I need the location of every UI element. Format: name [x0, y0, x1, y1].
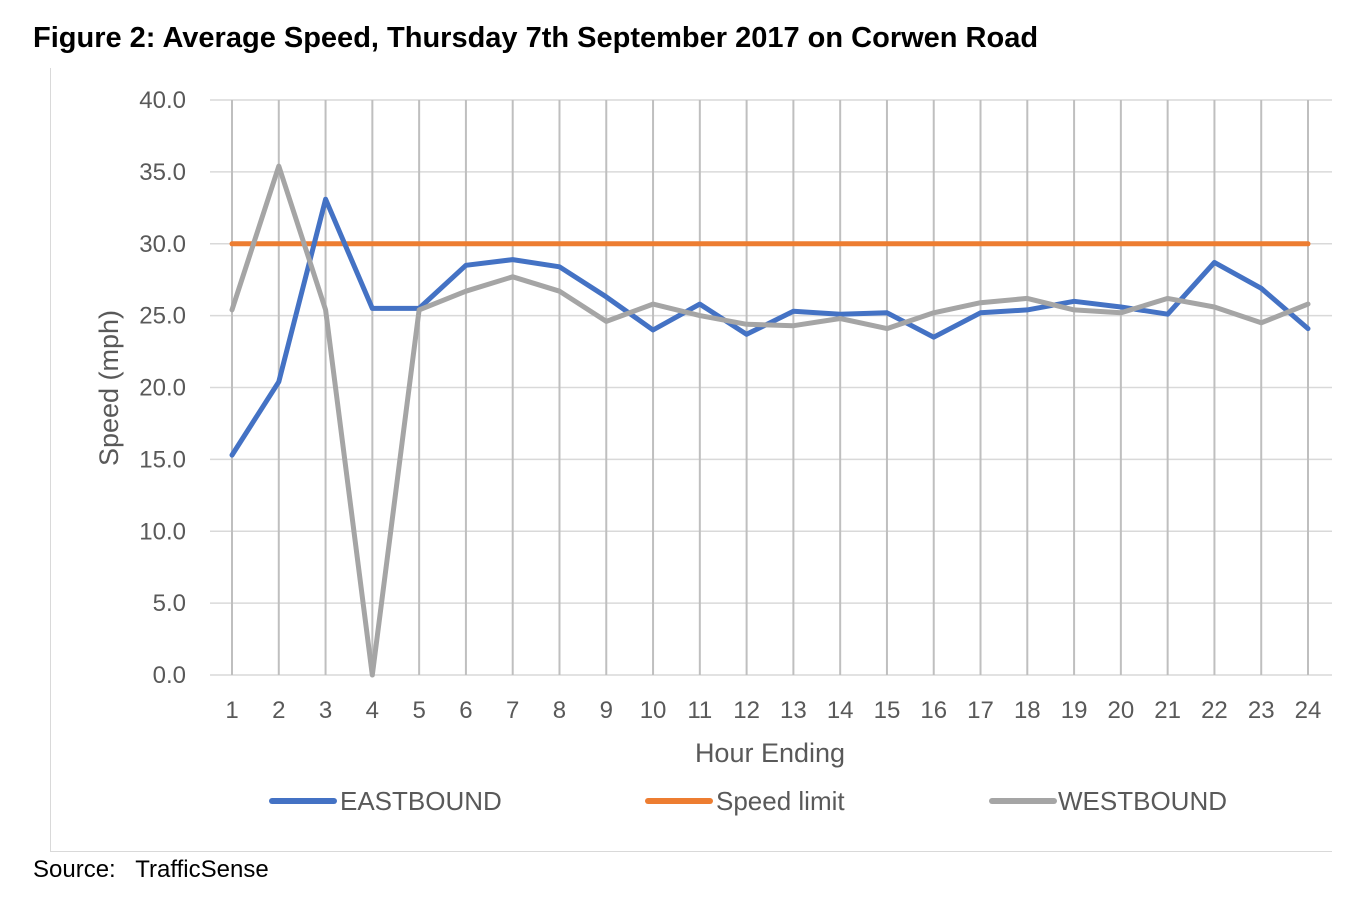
x-tick-label: 19: [1061, 697, 1088, 724]
x-tick-label: 17: [967, 697, 994, 724]
y-tick-label: 10.0: [139, 518, 186, 545]
x-tick-label: 7: [506, 697, 519, 724]
series-line-westbound: [229, 163, 1311, 678]
y-axis-title: Speed (mph): [94, 310, 124, 466]
y-tick-label: 40.0: [139, 87, 186, 114]
chart-frame: [50, 68, 1332, 852]
y-tick-label: 15.0: [139, 446, 186, 473]
x-tick-label: 21: [1154, 697, 1181, 724]
x-tick-label: 14: [827, 697, 854, 724]
legend-label-eastbound: EASTBOUND: [340, 786, 502, 816]
x-tick-label: 5: [412, 697, 425, 724]
figure-title: Figure 2: Average Speed, Thursday 7th Se…: [33, 22, 1039, 54]
x-tick-label: 13: [780, 697, 807, 724]
y-tick-label: 0.0: [153, 662, 186, 689]
x-tick-label: 23: [1248, 697, 1275, 724]
x-tick-label: 4: [366, 697, 379, 724]
x-tick-label: 24: [1295, 697, 1322, 724]
x-tick-label: 18: [1014, 697, 1041, 724]
x-tick-label: 2: [272, 697, 285, 724]
y-tick-label: 30.0: [139, 231, 186, 258]
x-tick-label: 3: [319, 697, 332, 724]
x-tick-label: 20: [1108, 697, 1135, 724]
source-note: Source: TrafficSense: [33, 856, 269, 883]
y-tick-label: 20.0: [139, 375, 186, 402]
x-tick-label: 9: [600, 697, 613, 724]
x-tick-label: 12: [733, 697, 760, 724]
legend-label-westbound: WESTBOUND: [1058, 786, 1227, 816]
y-tick-label: 35.0: [139, 159, 186, 186]
x-tick-label: 11: [687, 697, 712, 724]
legend-label-speed-limit: Speed limit: [716, 786, 845, 816]
x-tick-label: 16: [920, 697, 947, 724]
x-tick-label: 15: [874, 697, 901, 724]
x-tick-label: 22: [1201, 697, 1228, 724]
x-tick-label: 1: [225, 697, 238, 724]
y-tick-label: 25.0: [139, 303, 186, 330]
x-tick-label: 10: [640, 697, 667, 724]
x-tick-label: 6: [459, 697, 472, 724]
x-tick-label: 8: [553, 697, 566, 724]
x-axis-title: Hour Ending: [695, 738, 845, 768]
y-tick-label: 5.0: [153, 590, 186, 617]
